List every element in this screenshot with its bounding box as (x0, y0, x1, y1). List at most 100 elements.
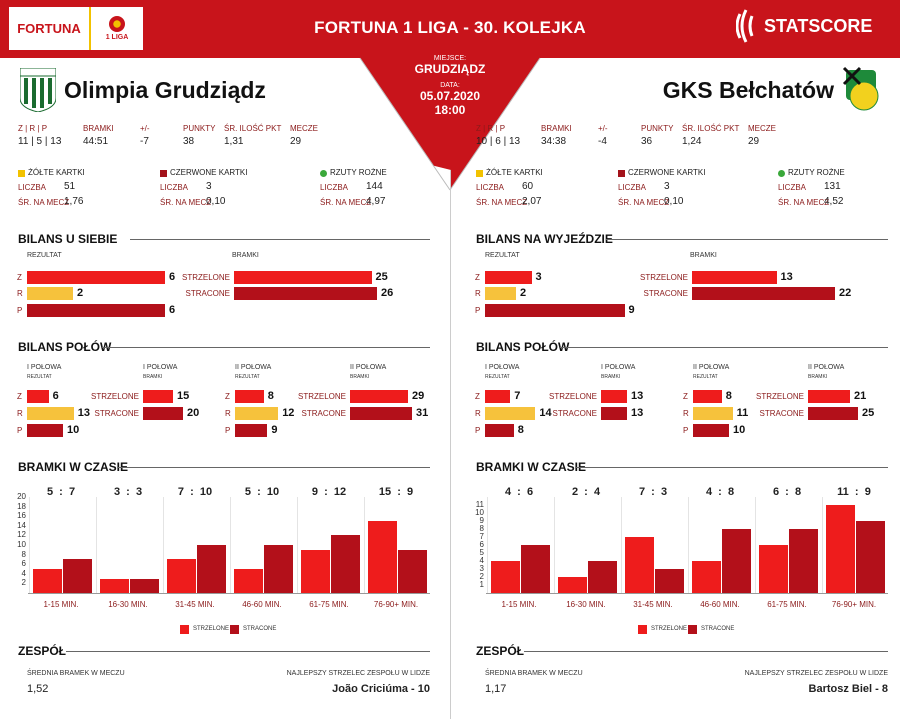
date-label: DATA: (440, 82, 460, 89)
away-res-r-label: R (475, 289, 481, 298)
home-avg_pts-label: ŚR. ILOŚĆ PKT (224, 124, 282, 133)
home-corners-icon (320, 170, 327, 177)
away-h1-conceded-bar (601, 407, 627, 420)
home-h2-r-bar (235, 407, 279, 420)
home-conceded-label: STRACONE (185, 289, 230, 298)
away-avg_pts-label: ŚR. ILOŚĆ PKT (682, 124, 740, 133)
away-h2-z-label: Z (683, 392, 688, 401)
home-h2-z-label: Z (225, 392, 230, 401)
home-yellow-title: ŻÓŁTE KARTKI (28, 168, 85, 177)
home-ytick: 2 (21, 578, 26, 588)
home-chart-col-bg (29, 497, 94, 593)
home-h1-goals-title: I POŁOWA (143, 364, 178, 371)
away-scored-bar (692, 271, 777, 284)
home-avg_pts-value: 1,31 (224, 136, 244, 147)
away-bilans-line (606, 239, 888, 240)
away-legend-conceded: STRACONE (701, 626, 735, 632)
away-h1-r-label: R (475, 409, 481, 418)
away-corners-icon (778, 170, 785, 177)
home-legend-conceded: STRACONE (243, 626, 277, 632)
away-yellow-count-label: LICZBA (476, 183, 505, 192)
home-red-count: 3 (206, 181, 212, 192)
page-title: FORTUNA 1 LIGA - 30. KOLEJKA (314, 18, 586, 37)
home-avg-goals-label: ŚREDNIA BRAMEK W MECZU (27, 670, 125, 677)
home-h2-r-value: 12 (282, 407, 295, 419)
home-bilans-title: BILANS U SIEBIE (18, 232, 118, 246)
home-ytick: 20 (17, 492, 26, 501)
home-ytick: 10 (17, 540, 26, 549)
home-h2-goals-title: II POŁOWA (350, 364, 387, 371)
away-goals-label: BRAMKI (690, 252, 717, 259)
away-yellow-title: ŻÓŁTE KARTKI (486, 168, 543, 177)
away-h2-scored-label: STRZELONE (755, 392, 804, 401)
home-period-label: 76-90+ MIN. (373, 600, 419, 609)
away-h1-z-value: 7 (514, 390, 521, 402)
home-ytick: 6 (21, 559, 26, 569)
away-h1-p-label: P (475, 426, 481, 435)
date-value: 05.07.2020 (419, 89, 481, 103)
home-bar-conceded (264, 545, 293, 593)
home-h1-scored-bar (143, 390, 173, 403)
away-top-scorer-value: Bartosz Biel - 8 (808, 683, 888, 695)
away-bar-conceded (655, 569, 684, 593)
away-h1-scored-bar (601, 390, 627, 403)
away-points-value: 36 (641, 136, 653, 147)
away-h1-goals-title: I POŁOWA (601, 364, 636, 371)
home-res-p-label: P (17, 306, 23, 315)
away-red-avg-label: ŚR. NA MECZ (618, 198, 670, 207)
home-h2-z-bar (235, 390, 264, 403)
away-period-score: 4 : 6 (504, 486, 534, 498)
fortuna-logo: FORTUNA 1 LIGA (9, 7, 143, 50)
away-ytick: 9 (479, 516, 484, 525)
home-corners-count-label: LICZBA (320, 183, 349, 192)
home-legend-scored-swatch (180, 625, 189, 634)
home-yellow-count-label: LICZBA (18, 183, 47, 192)
home-legend-conceded-swatch (230, 625, 239, 634)
home-h2-goals-sub: BRAMKI (350, 374, 370, 380)
home-goals-label: BRAMKI (83, 124, 114, 133)
home-team-line (66, 651, 430, 652)
away-h2-res-title: II POŁOWA (693, 364, 730, 371)
away-yellow-icon (476, 170, 483, 177)
away-h2-r-bar (693, 407, 733, 420)
away-bar-conceded (789, 529, 818, 593)
home-period-label: 1-15 MIN. (43, 600, 79, 609)
home-res-z-bar (27, 271, 165, 284)
home-yellow-icon (18, 170, 25, 177)
away-h1-res-sub: REZULTAT (485, 374, 510, 380)
away-ytick: 7 (479, 532, 484, 541)
away-halves-line (560, 347, 888, 348)
home-period-label: 46-60 MIN. (242, 600, 282, 609)
home-h1-scored-label: STRZELONE (90, 392, 139, 401)
home-top-scorer-value: João Criciúma - 10 (332, 683, 430, 695)
home-h2-r-label: R (225, 409, 231, 418)
home-ytick: 4 (21, 568, 26, 578)
away-avg_pts-value: 1,24 (682, 136, 702, 147)
away-h2-conceded-value: 25 (862, 407, 875, 419)
away-avg-goals-value: 1,17 (485, 683, 507, 695)
home-red-count-label: LICZBA (160, 183, 189, 192)
away-conceded-value: 22 (839, 287, 852, 299)
away-conceded-label: STRACONE (643, 289, 688, 298)
home-h1-z-value: 6 (52, 390, 59, 402)
away-goals-label: BRAMKI (541, 124, 572, 133)
home-h1-p-value: 10 (67, 424, 80, 436)
away-chart-axis (486, 593, 888, 594)
home-res-r-label: R (17, 289, 23, 298)
home-h2-z-value: 8 (267, 390, 274, 402)
away-legend-scored-swatch (638, 625, 647, 634)
away-h2-r-label: R (683, 409, 689, 418)
home-period-label: 16-30 MIN. (108, 600, 148, 609)
away-h1-z-bar (485, 390, 511, 403)
away-h1-z-label: Z (475, 392, 480, 401)
away-corners-avg-label: ŚR. NA MECZ (778, 198, 830, 207)
away-ytick: 8 (479, 524, 484, 533)
statscore-logo: STATSCORE (736, 8, 872, 44)
home-bar-conceded (63, 559, 92, 593)
statscore-wordmark: STATSCORE (764, 15, 873, 36)
home-yellow-avg-label: ŚR. NA MECZ (18, 198, 70, 207)
home-ytick: 8 (21, 549, 26, 559)
away-h1-scored-label: STRZELONE (548, 392, 597, 401)
home-zrp-label: Z | R | P (18, 124, 48, 133)
away-chart-col-bg (621, 497, 686, 593)
